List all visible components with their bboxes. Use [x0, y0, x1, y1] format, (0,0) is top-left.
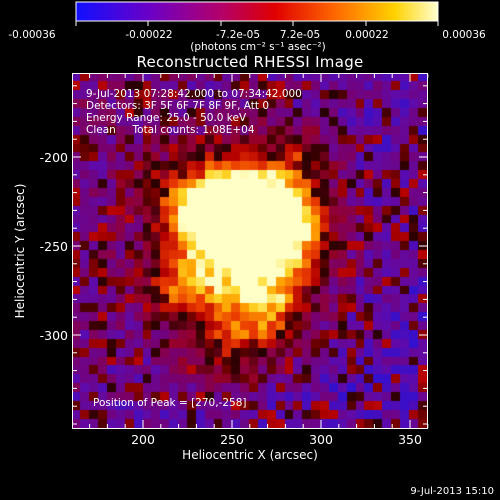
- info-clean-counts: Clean Total counts: 1.08E+04: [86, 124, 302, 136]
- colorbar-gradient: [75, 1, 439, 22]
- x-tick-label: 300: [309, 432, 333, 447]
- colorbar-unit-label: (photons cm⁻² s⁻¹ asec⁻²): [190, 41, 325, 53]
- info-energy-range: Energy Range: 25.0 - 50.0 keV: [86, 112, 247, 124]
- y-tick-label: -250: [40, 239, 68, 254]
- colorbar-tick-label: -0.00022: [125, 29, 172, 41]
- x-tick-label: 200: [131, 432, 155, 447]
- peak-position: Position of Peak = [270,-258]: [93, 397, 247, 409]
- info-detectors: Detectors: 3F 5F 6F 7F 8F 9F, Att 0: [86, 100, 270, 112]
- footer-timestamp: 9-Jul-2013 15:10: [410, 486, 494, 497]
- y-axis-label: Heliocentric Y (arcsec): [13, 184, 27, 319]
- colorbar-tick-label: -0.00036: [8, 29, 56, 41]
- rhessi-image: [72, 73, 427, 428]
- y-tick-label: -200: [40, 150, 68, 165]
- colorbar-tick-label: 7.2e-05: [280, 29, 320, 41]
- plot-frame: [72, 73, 428, 429]
- x-tick-label: 250: [220, 432, 244, 447]
- colorbar-tick-label: 0.00036: [442, 29, 486, 41]
- info-clean-label: Clean: [86, 124, 116, 136]
- info-time-range: 9-Jul-2013 07:28:42.000 to 07:34:42.000: [86, 88, 302, 100]
- plot-title: Reconstructed RHESSI Image: [136, 53, 364, 71]
- x-axis-label: Heliocentric X (arcsec): [182, 448, 318, 462]
- info-total-counts: Total counts: 1.08E+04: [132, 124, 255, 136]
- x-tick-label: 350: [398, 432, 422, 447]
- y-tick-label: -300: [40, 328, 68, 343]
- colorbar-tick-label: -7.2e-05: [216, 29, 260, 41]
- colorbar: -0.00036 -0.00022 -7.2e-05 7.2e-05 0.000…: [8, 1, 486, 53]
- colorbar-tick-label: 0.00022: [345, 29, 388, 41]
- info-panel: 9-Jul-2013 07:28:42.000 to 07:34:42.000 …: [86, 88, 302, 136]
